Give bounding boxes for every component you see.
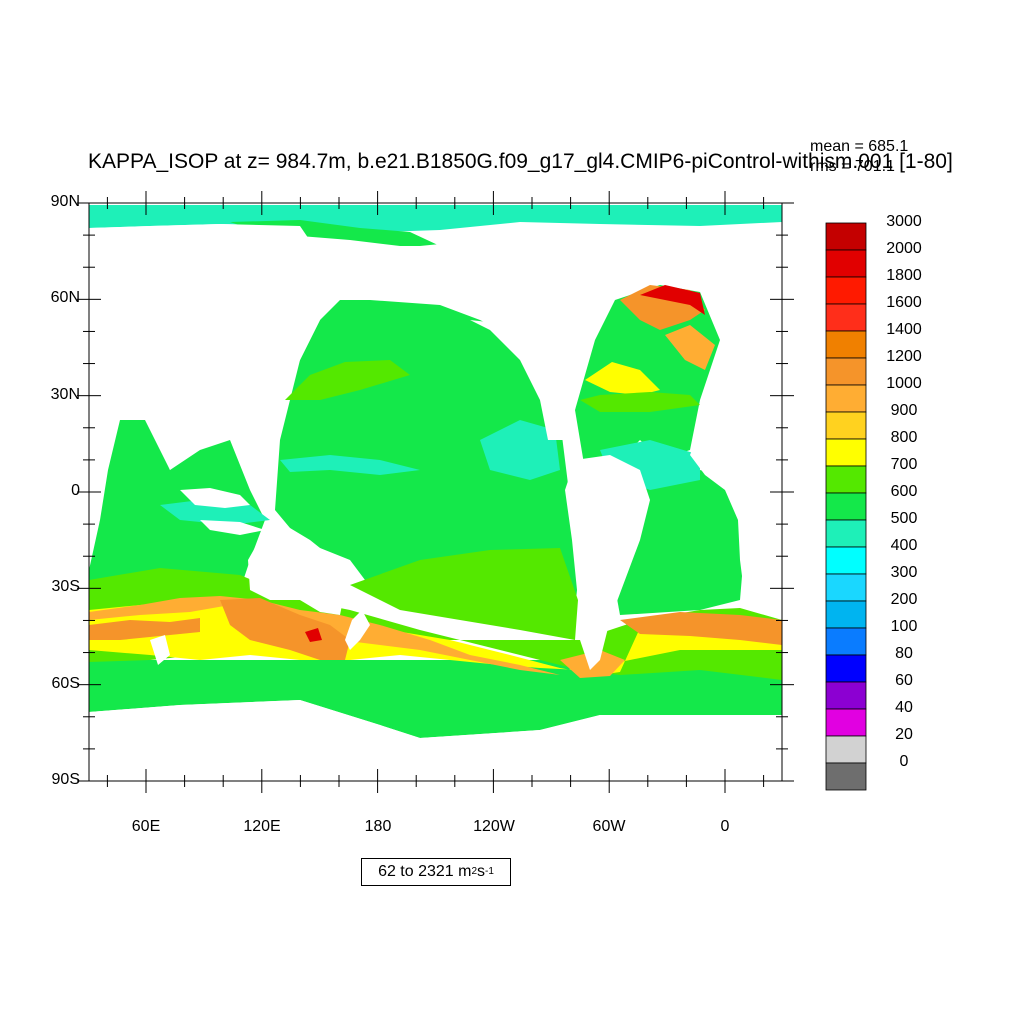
tasman-red [305, 628, 322, 642]
colorbar-swatch [825, 492, 867, 521]
labrador-red [640, 285, 705, 315]
colorbar-level-label: 2000 [886, 240, 922, 257]
greenland [640, 232, 720, 285]
lon-label: 60W [592, 818, 626, 835]
colorbar-level-label: 700 [890, 456, 918, 473]
colorbar-level-label: 20 [895, 726, 913, 743]
colorbar-swatch [825, 357, 867, 386]
colorbar-swatch [825, 654, 867, 683]
equatorial-pacific-cyan [480, 420, 560, 480]
japan [285, 320, 305, 360]
colorbar-level-label: 300 [890, 564, 918, 581]
colorbar-swatch [825, 222, 867, 251]
colorbar-level-label: 1200 [886, 348, 922, 365]
colorbar-swatch [825, 735, 867, 764]
colorbar-swatch [825, 573, 867, 602]
colorbar-level-label: 800 [890, 429, 918, 446]
colorbar-swatch [825, 681, 867, 710]
colorbar-level-label: 1800 [886, 267, 922, 284]
lat-label: 60N [50, 289, 80, 307]
colorbar-level-label: 500 [890, 510, 918, 527]
colorbar-level-label: 400 [890, 537, 918, 554]
australia [248, 525, 345, 615]
colorbar-swatch [825, 465, 867, 494]
southern-ocean-green [89, 660, 782, 738]
colorbar-level-label: 3000 [886, 213, 922, 230]
colorbar-swatch [825, 438, 867, 467]
lat-label: 90N [50, 193, 80, 210]
colorbar-swatch [825, 600, 867, 629]
new-zealand [345, 610, 370, 650]
colorbar-swatch [825, 627, 867, 656]
colorbar-swatch [825, 384, 867, 413]
colorbar-level-label: 1000 [886, 375, 922, 392]
lon-label: 120E [243, 818, 281, 835]
range-mid: s [477, 863, 486, 880]
gulf-stream-yellow [585, 362, 660, 395]
eurasia [89, 224, 782, 470]
colorbar-swatch [825, 708, 867, 737]
colorbar-swatch [825, 330, 867, 359]
colorbar-level-label: 600 [890, 483, 918, 500]
lat-label: 90S [51, 771, 80, 788]
colorbar-swatch [825, 411, 867, 440]
colorbar-level-label: 100 [890, 618, 918, 635]
colorbar-level-label: 60 [895, 672, 913, 689]
lon-label: 120W [473, 818, 515, 835]
colorbar-level-label: 200 [890, 591, 918, 608]
plot-title: KAPPA_ISOP at z= 984.7m, b.e21.B1850G.f0… [88, 150, 953, 173]
colorbar-swatch [825, 546, 867, 575]
mean-stat: mean = 685.1 [810, 138, 909, 155]
antarctica [89, 700, 782, 781]
colorbar-swatch [825, 519, 867, 548]
lon-label: 0 [720, 818, 730, 835]
indonesia-islands [180, 488, 265, 535]
north-america [330, 240, 640, 440]
lat-label: 60S [51, 674, 80, 692]
south-atlantic-orange [620, 612, 782, 645]
tasman-orange [220, 598, 350, 660]
lon-label: 180 [364, 818, 392, 835]
south-pacific-green700 [350, 548, 578, 640]
south-indian-orange [89, 618, 200, 640]
indonesia-cyan [160, 500, 270, 525]
atlantic-orange [665, 325, 715, 370]
south-america [565, 455, 650, 670]
colorbar-swatch [825, 303, 867, 332]
colorbar-swatch [825, 249, 867, 278]
colorbar-level-label: 1600 [886, 294, 922, 311]
range-text: 62 to 2321 m [378, 863, 472, 880]
colorbar-level-label: 80 [895, 645, 913, 662]
lat-label: 30S [51, 578, 80, 596]
rms-stat: rms = 701.1 [810, 158, 895, 175]
colorbar-level-label: 0 [899, 753, 909, 770]
colorbar-swatch [825, 762, 867, 791]
madagascar [150, 635, 170, 665]
colorbar-level-label: 900 [890, 402, 918, 419]
colorbar-level-label: 40 [895, 699, 913, 716]
lat-label: 0 [71, 482, 80, 499]
nw-pacific-green [285, 360, 410, 400]
land-masses [89, 224, 782, 781]
lon-label: 60E [131, 818, 161, 835]
colorbar-swatch [825, 276, 867, 305]
pacific-equator-cyan [280, 455, 420, 475]
lat-label: 30N [50, 385, 80, 403]
axis-ticks [77, 191, 794, 793]
colorbar-level-label: 1400 [886, 321, 922, 338]
africa [690, 400, 782, 600]
colorbar [825, 222, 867, 791]
gulf-stream-green [580, 392, 700, 412]
